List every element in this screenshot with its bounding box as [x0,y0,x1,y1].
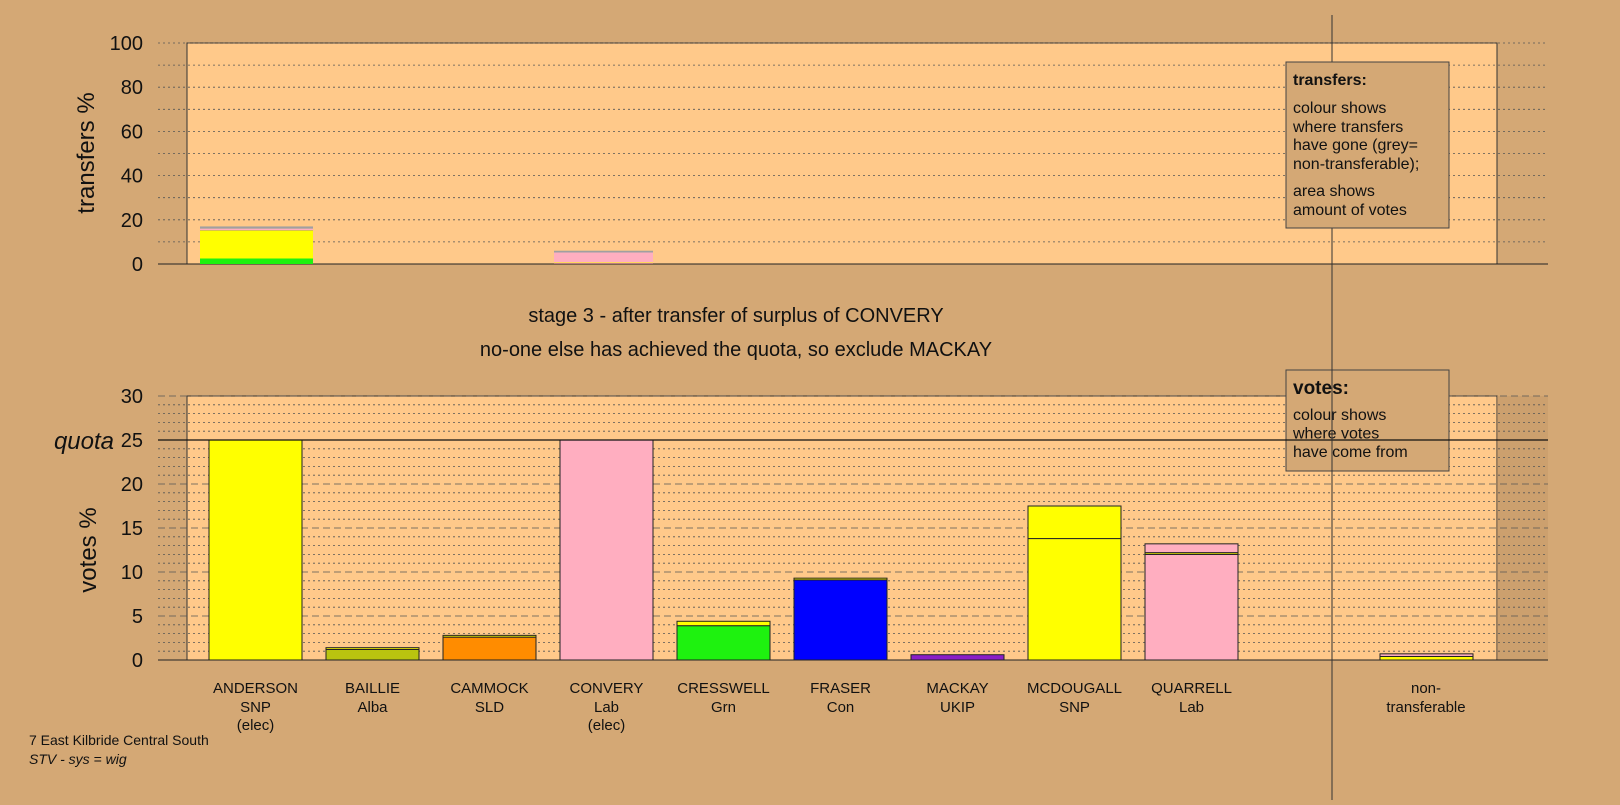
transfers-legend-line: where transfers [1292,119,1403,136]
vote-bar-segment [325,648,420,661]
transfer-bar-segment [200,228,313,231]
vote-bar-segment [910,654,1005,661]
candidate-status-label: (elec) [588,717,626,734]
candidate-name-label: FRASER [810,680,871,697]
votes-legend-box [1285,369,1450,472]
transfer-bar-segment [200,230,313,259]
transfers-y-tick-label: 20 [121,210,143,232]
vote-bar-segment [325,647,420,650]
transfers-legend-line: amount of votes [1293,202,1407,219]
vote-bar-segment [559,439,654,661]
transfer-bar-segment [200,226,313,229]
candidate-party-label: SLD [475,699,504,716]
transfers-legend-title: transfers: [1293,72,1367,89]
vote-bar-segment [208,439,303,661]
nontransferable-bar-segment [1379,653,1474,657]
stage-subtitle: no-one else has achieved the quota, so e… [480,339,992,361]
transfer-bar-segment [554,262,653,264]
transfers-legend-line: colour shows [1293,100,1386,117]
candidate-name-label: CAMMOCK [450,680,528,697]
vote-bar-segment [1027,505,1122,540]
transfers-legend-line: non-transferable); [1293,156,1419,173]
transfers-panel: 0 20 40 60 80 100 transfers % [73,33,1548,276]
vote-bar-segment [1144,543,1239,554]
vote-bar-segment [676,620,771,627]
transfers-legend-line: area shows [1293,183,1375,200]
candidate-name-label: BAILLIE [345,680,400,697]
vote-bar-segment [442,634,537,638]
votes-y-tick-label: 15 [121,518,143,540]
vote-bar-segment [793,579,888,661]
transfers-y-tick-label: 100 [110,33,143,55]
transfers-y-tick-label: 60 [121,121,143,143]
candidate-party-label: SNP [1059,699,1090,716]
transfer-bar-segment [554,263,653,264]
nontransferable-label: transferable [1386,699,1465,716]
transfers-y-tick-label: 0 [132,254,143,276]
candidate-name-label: ANDERSON [213,680,298,697]
votes-y-tick-label: 25 [121,430,143,452]
votes-y-tick-label: 10 [121,562,143,584]
candidate-name-label: MCDOUGALL [1027,680,1122,697]
nontransferable-bar-segment [1379,655,1474,661]
votes-y-tick-label: 30 [121,386,143,408]
transfers-legend: transfers: colour shows where transfers … [1285,61,1450,229]
nontransferable-label: non- [1411,680,1441,697]
votes-y-tick-label: 0 [132,650,143,672]
transfer-bar-segment [554,250,653,253]
votes-legend-line: where votes [1292,426,1379,443]
stage-title: stage 3 - after transfer of surplus of C… [528,305,943,327]
candidate-name-label: MACKAY [926,680,988,697]
transfers-legend-box [1285,61,1450,229]
transfers-y-tick-label: 80 [121,77,143,99]
vote-bar-segment [676,625,771,661]
transfer-bar-segment [200,258,313,264]
candidate-name-label: QUARRELL [1151,680,1232,697]
transfers-y-axis-label: transfers % [73,92,100,213]
candidate-party-label: Grn [711,699,736,716]
footer-system: STV - sys = wig [29,751,127,767]
candidate-name-label: CONVERY [570,680,644,697]
transfers-y-tick-label: 40 [121,166,143,188]
vote-bar-segment [793,577,888,581]
transfers-legend-line: have gone (grey= [1293,137,1418,154]
candidate-party-label: UKIP [940,699,975,716]
candidate-party-label: Lab [1179,699,1204,716]
candidate-party-label: SNP [240,699,271,716]
votes-legend-title: votes: [1293,378,1349,399]
footer-ward: 7 East Kilbride Central South [29,732,209,748]
vote-bar-segment [1144,553,1239,661]
vote-bar-segment [442,636,537,661]
votes-legend-line: have come from [1293,444,1408,461]
candidate-party-label: Alba [357,699,388,716]
quota-label: quota [54,428,114,455]
candidate-name-label: CRESSWELL [677,680,770,697]
candidate-party-label: Lab [594,699,619,716]
transfer-bar-segment [554,252,653,263]
candidate-status-label: (elec) [237,717,275,734]
transfer-bar-segment [200,230,313,231]
votes-y-tick-label: 20 [121,474,143,496]
candidate-party-label: Con [827,699,855,716]
vote-bar-segment [1027,538,1122,661]
votes-y-tick-label: 5 [132,606,143,628]
votes-y-axis-label: votes % [75,507,102,592]
votes-legend-line: colour shows [1293,407,1386,424]
